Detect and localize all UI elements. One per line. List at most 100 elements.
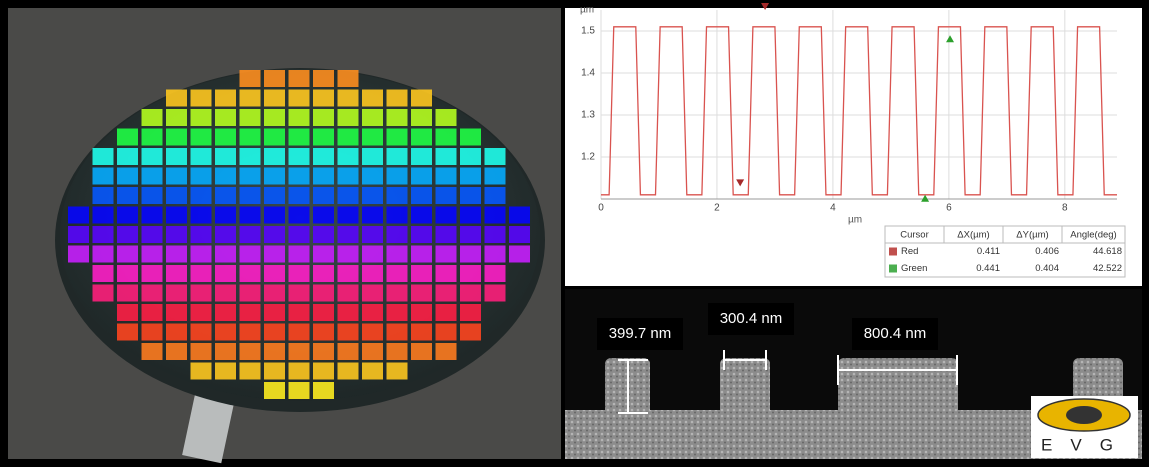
die	[142, 129, 163, 146]
die	[289, 382, 310, 399]
die	[485, 168, 506, 185]
die	[93, 187, 114, 204]
die	[313, 304, 334, 321]
swatch	[889, 248, 897, 256]
die	[117, 324, 138, 341]
die	[166, 187, 187, 204]
x-axis-label: µm	[848, 215, 862, 226]
die	[264, 246, 285, 263]
die	[362, 246, 383, 263]
die	[289, 70, 310, 87]
die	[191, 168, 212, 185]
die	[191, 148, 212, 165]
die	[338, 304, 359, 321]
die	[289, 226, 310, 243]
die	[509, 246, 530, 263]
die	[166, 343, 187, 360]
die	[313, 324, 334, 341]
die	[191, 343, 212, 360]
die	[460, 168, 481, 185]
y-tick-label: 1.4	[581, 68, 595, 79]
die	[215, 207, 236, 224]
die	[289, 324, 310, 341]
die	[313, 70, 334, 87]
die	[387, 148, 408, 165]
die	[411, 168, 432, 185]
die	[460, 148, 481, 165]
table-cell: 0.406	[1035, 246, 1059, 257]
y-tick-label: 1.2	[581, 152, 595, 163]
die	[68, 207, 89, 224]
die	[460, 129, 481, 146]
die	[387, 265, 408, 282]
die	[338, 363, 359, 380]
die	[191, 324, 212, 341]
die	[436, 129, 457, 146]
die	[313, 226, 334, 243]
die	[264, 70, 285, 87]
die	[240, 70, 261, 87]
die	[264, 324, 285, 341]
die	[362, 207, 383, 224]
die	[460, 207, 481, 224]
die	[117, 285, 138, 302]
die	[387, 324, 408, 341]
die	[142, 226, 163, 243]
die	[264, 343, 285, 360]
die	[362, 168, 383, 185]
die	[436, 109, 457, 126]
line-feature	[838, 358, 958, 418]
die	[387, 109, 408, 126]
die	[166, 246, 187, 263]
die	[191, 304, 212, 321]
die	[436, 324, 457, 341]
die	[362, 148, 383, 165]
die	[215, 109, 236, 126]
die	[166, 129, 187, 146]
die	[240, 285, 261, 302]
die	[264, 304, 285, 321]
die	[338, 168, 359, 185]
die	[460, 285, 481, 302]
die	[313, 246, 334, 263]
die	[215, 324, 236, 341]
die	[191, 90, 212, 107]
die	[166, 324, 187, 341]
die	[387, 304, 408, 321]
die	[338, 109, 359, 126]
table-header: ΔY(µm)	[1016, 230, 1048, 241]
die	[264, 129, 285, 146]
die	[338, 265, 359, 282]
die	[240, 304, 261, 321]
die	[338, 70, 359, 87]
die	[240, 129, 261, 146]
sem-image: 399.7 nm 300.4 nm 800.4 nm EVG	[565, 289, 1142, 459]
die	[240, 109, 261, 126]
die	[411, 187, 432, 204]
die	[93, 168, 114, 185]
die	[289, 265, 310, 282]
die	[313, 343, 334, 360]
die	[142, 187, 163, 204]
die	[362, 304, 383, 321]
die	[289, 246, 310, 263]
y-tick-label: 1.5	[581, 26, 595, 37]
die	[362, 90, 383, 107]
die	[436, 265, 457, 282]
die	[411, 285, 432, 302]
die	[117, 168, 138, 185]
x-tick-label: 8	[1062, 203, 1068, 214]
die	[191, 265, 212, 282]
row-name: Red	[901, 246, 918, 257]
die	[142, 324, 163, 341]
die	[142, 304, 163, 321]
die	[411, 207, 432, 224]
die	[313, 285, 334, 302]
die	[411, 343, 432, 360]
x-tick-label: 6	[946, 203, 952, 214]
die	[289, 285, 310, 302]
logo-text: EVG	[1041, 435, 1131, 454]
die	[166, 226, 187, 243]
die	[362, 226, 383, 243]
die	[485, 187, 506, 204]
